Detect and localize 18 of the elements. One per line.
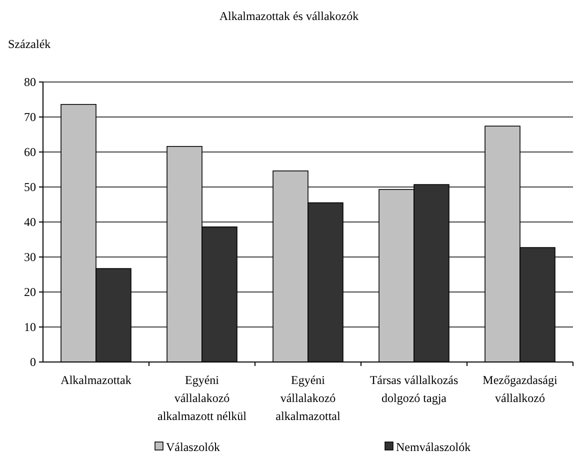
y-tick-label: 30 — [24, 250, 36, 264]
legend-label: Nemválaszolók — [396, 440, 471, 454]
legend-label: Válaszolók — [166, 440, 220, 454]
x-tick-label: Egyéni vállalakozó alkalmazott nélkül — [158, 373, 248, 423]
y-tick-label: 0 — [30, 355, 36, 370]
y-tick-label: 40 — [24, 215, 36, 230]
y-axis-title: Százalék — [8, 37, 51, 51]
x-tick-label: Alkalmazottak — [60, 373, 132, 387]
y-tick-label: 70 — [24, 110, 36, 124]
y-tick-label: 60 — [24, 145, 36, 160]
y-tick-label: 80 — [24, 75, 36, 90]
x-tick-label: Egyéni vállalakozó alkalmazottal — [276, 373, 341, 423]
x-tick-label: Mezőgazdasági vállalkozó — [482, 373, 558, 405]
y-tick-label: 50 — [24, 180, 36, 194]
chart-title: Alkalmazottak és vállakozók — [219, 9, 359, 23]
y-tick-label: 20 — [24, 285, 36, 300]
x-tick-label: Társas vállalkozás dolgozó tagja — [370, 373, 458, 405]
y-tick-label: 10 — [24, 320, 36, 334]
